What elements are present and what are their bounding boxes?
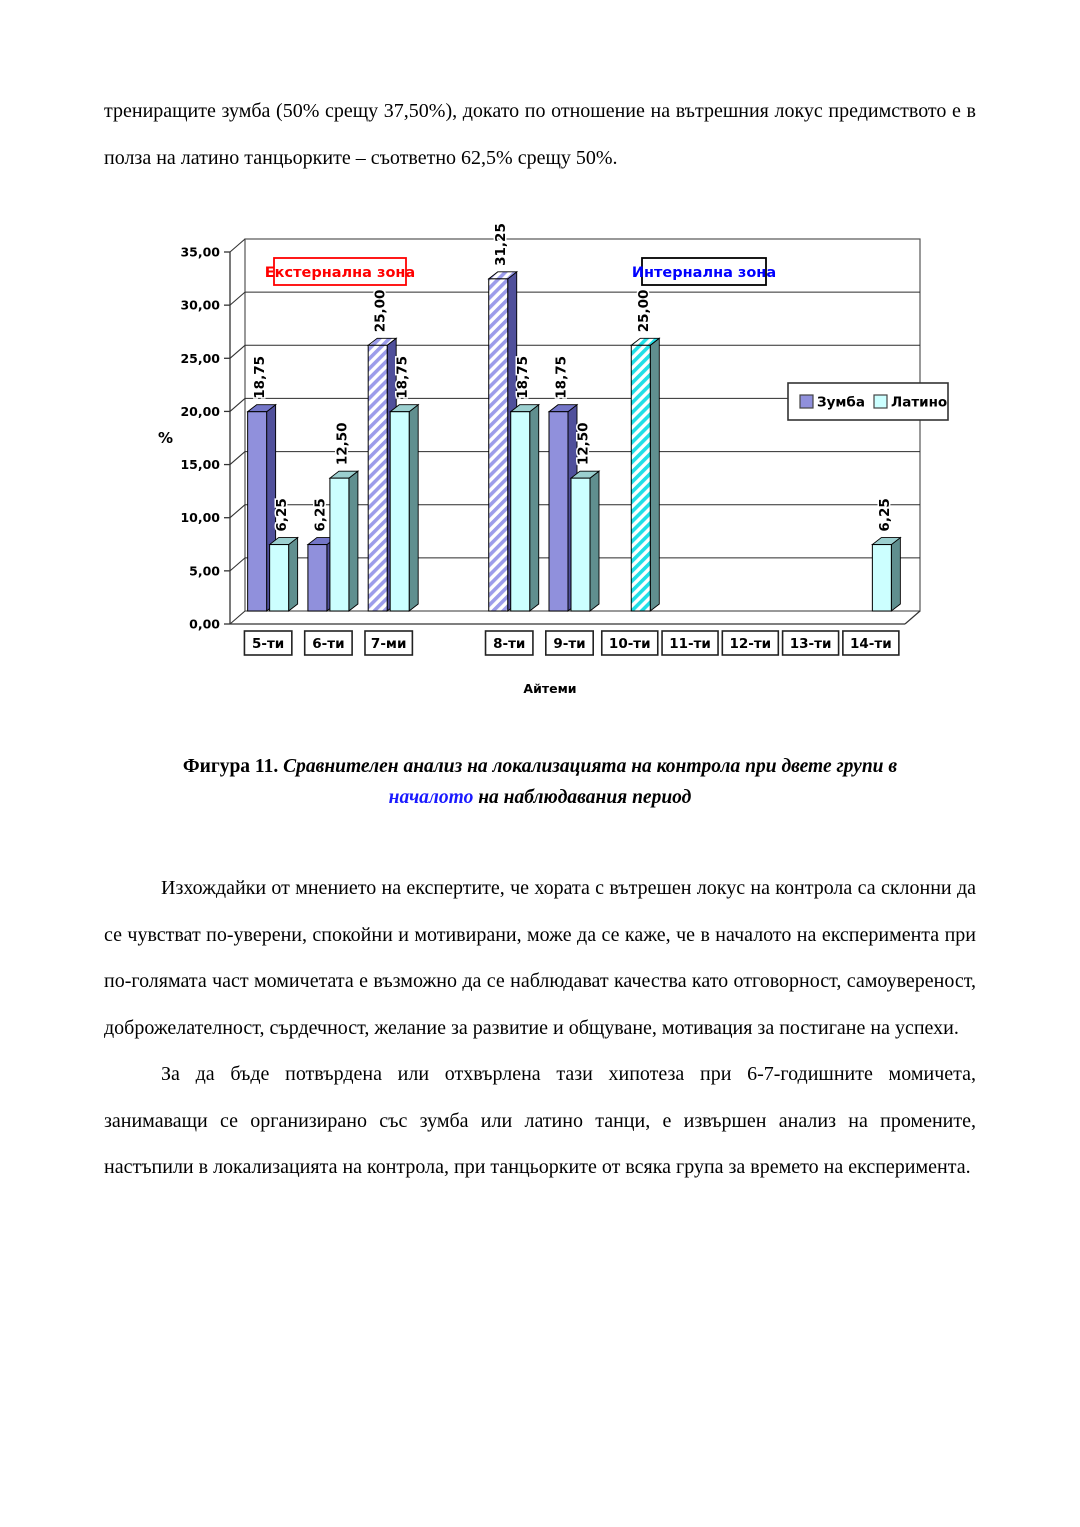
- x-category-label-10-ти: 10-ти: [609, 636, 651, 652]
- figure-11-chart: 0,00 5,00 10,00 15,00 20,00 25,00 30,00 35,00 18…: [150, 219, 962, 711]
- x-category-label-8-ти: 8-ти: [493, 636, 525, 652]
- bar-side-Латино-10-ти: [649, 337, 660, 612]
- bar-side-Латино-14-ти: [890, 536, 901, 612]
- x-category-box-6-ти: [303, 630, 353, 656]
- y-tick-depth-line: [229, 291, 246, 306]
- x-category-box-11-ти: [661, 630, 719, 656]
- x-category-label-13-ти: 13-ти: [790, 636, 832, 652]
- y-tick-label: 0,00: [189, 617, 220, 632]
- y-tick-depth-line: [229, 238, 246, 253]
- bar-chart-canvas: 0,00 5,00 10,00 15,00 20,00 25,00 30,00 35,00 18…: [158, 222, 949, 696]
- y-tick-depth-line: [229, 451, 246, 465]
- paragraph-top: трениращите зумба (50% срещу 37,50%), до…: [104, 100, 976, 169]
- legend-label-Зумба: Зумба: [817, 395, 865, 411]
- x-category-box-5-ти: [243, 630, 293, 656]
- bar-value-label-Зумба-9-ти: 18,75: [554, 356, 570, 399]
- figure-caption-text-line1: Сравнителен анализ на локализацията на к…: [283, 756, 898, 777]
- floor-right-edge: [904, 610, 921, 625]
- bar-value-label-Латино-10-ти: 25,00: [636, 290, 652, 333]
- x-category-label-9-ти: 9-ти: [553, 636, 585, 652]
- bar-value-label-Латино-8-ти: 18,75: [515, 356, 531, 399]
- bar-value-label-Латино-9-ти: 12,50: [576, 422, 592, 465]
- bar-Латино-6-ти: [329, 477, 350, 612]
- bar-Зумба-9-ти: [548, 411, 569, 612]
- y-tick-depth-line: [229, 398, 246, 412]
- x-category-box-9-ти: [544, 630, 594, 656]
- zone-annotation-box-0: [273, 257, 407, 286]
- bar-side-Латино-8-ти: [529, 403, 540, 612]
- y-tick-depth-line: [229, 610, 246, 625]
- y-tick-depth-line: [229, 557, 246, 572]
- x-category-box-14-ти: [842, 630, 900, 656]
- bar-Латино-10-ти: [630, 344, 651, 612]
- figure-caption-number: Фигура 11.: [182, 756, 279, 777]
- bar-Зумба-8-ти: [488, 278, 509, 612]
- bar-side-Латино-7-ми: [408, 403, 419, 612]
- bar-side-Латино-5-ти: [288, 536, 299, 612]
- zone-annotation-label-0: Екстернална зона: [265, 265, 415, 281]
- x-category-label-7-ми: 7-ми: [371, 636, 407, 652]
- bar-value-label-Латино-6-ти: 12,50: [334, 422, 350, 465]
- y-tick-depth-line: [229, 344, 246, 359]
- x-category-label-14-ти: 14-ти: [850, 636, 892, 652]
- y-tick-label: 30,00: [180, 298, 220, 313]
- figure-caption-text-line2: на наблюдавания период: [478, 787, 692, 808]
- figure-caption-highlight: началото: [388, 787, 474, 808]
- x-category-label-5-ти: 5-ти: [252, 636, 284, 652]
- paragraph-analysis: За да бъде потвърдена или отхвърлена таз…: [104, 1063, 976, 1178]
- x-category-label-6-ти: 6-ти: [312, 636, 344, 652]
- zone-annotation-box-1: [641, 257, 767, 286]
- bar-value-label-Зумба-6-ти: 6,25: [312, 498, 328, 531]
- figure-caption: Фигура 11. Сравнителен анализ на локализ…: [104, 751, 976, 813]
- bar-Латино-5-ти: [269, 544, 290, 612]
- bar-side-Латино-6-ти: [348, 470, 359, 612]
- bar-Зумба-5-ти: [247, 411, 268, 612]
- y-tick-label: 25,00: [180, 351, 220, 366]
- x-category-box-12-ти: [721, 630, 780, 656]
- zone-annotation-label-1: Интернална зона: [632, 265, 776, 281]
- bar-Латино-14-ти: [871, 544, 892, 612]
- y-tick-depth-line: [229, 504, 246, 519]
- x-category-box-7-ми: [364, 630, 414, 656]
- legend-label-Латино: Латино: [891, 395, 947, 411]
- x-category-box-13-ти: [781, 630, 840, 656]
- y-tick-label: 10,00: [180, 510, 220, 525]
- bar-side-Латино-9-ти: [589, 470, 600, 612]
- legend-box: [787, 382, 949, 421]
- y-tick-label: 15,00: [180, 457, 220, 472]
- bar-value-label-Зумба-7-ми: 25,00: [373, 290, 389, 333]
- bar-value-label-Латино-5-ти: 6,25: [274, 498, 290, 531]
- bar-Зумба-7-ми: [367, 344, 388, 612]
- y-tick-label: 5,00: [189, 563, 220, 578]
- legend-swatch-Зумба: [799, 394, 814, 409]
- bar-value-label-Зумба-5-ти: 18,75: [252, 356, 268, 399]
- bar-value-label-Зумба-8-ти: 31,25: [493, 223, 509, 266]
- x-category-label-12-ти: 12-ти: [729, 636, 771, 652]
- y-axis-title: %: [158, 429, 173, 447]
- legend-swatch-Латино: [873, 394, 888, 409]
- x-category-label-11-ти: 11-ти: [669, 636, 711, 652]
- x-axis-title: Айтеми: [523, 681, 576, 696]
- bar-Зумба-6-ти: [307, 544, 328, 612]
- bar-Латино-9-ти: [570, 477, 591, 612]
- paragraph-hypothesis: Изхождайки от мнението на експертите, че…: [104, 877, 976, 1039]
- y-tick-label: 35,00: [180, 245, 220, 260]
- bar-value-label-Латино-14-ти: 6,25: [877, 498, 893, 531]
- x-category-box-10-ти: [600, 630, 659, 656]
- x-category-box-8-ти: [484, 630, 534, 656]
- y-tick-label: 20,00: [180, 404, 220, 419]
- bar-Латино-8-ти: [510, 411, 531, 612]
- bar-Латино-7-ми: [389, 411, 410, 612]
- bar-value-label-Латино-7-ми: 18,75: [395, 356, 411, 399]
